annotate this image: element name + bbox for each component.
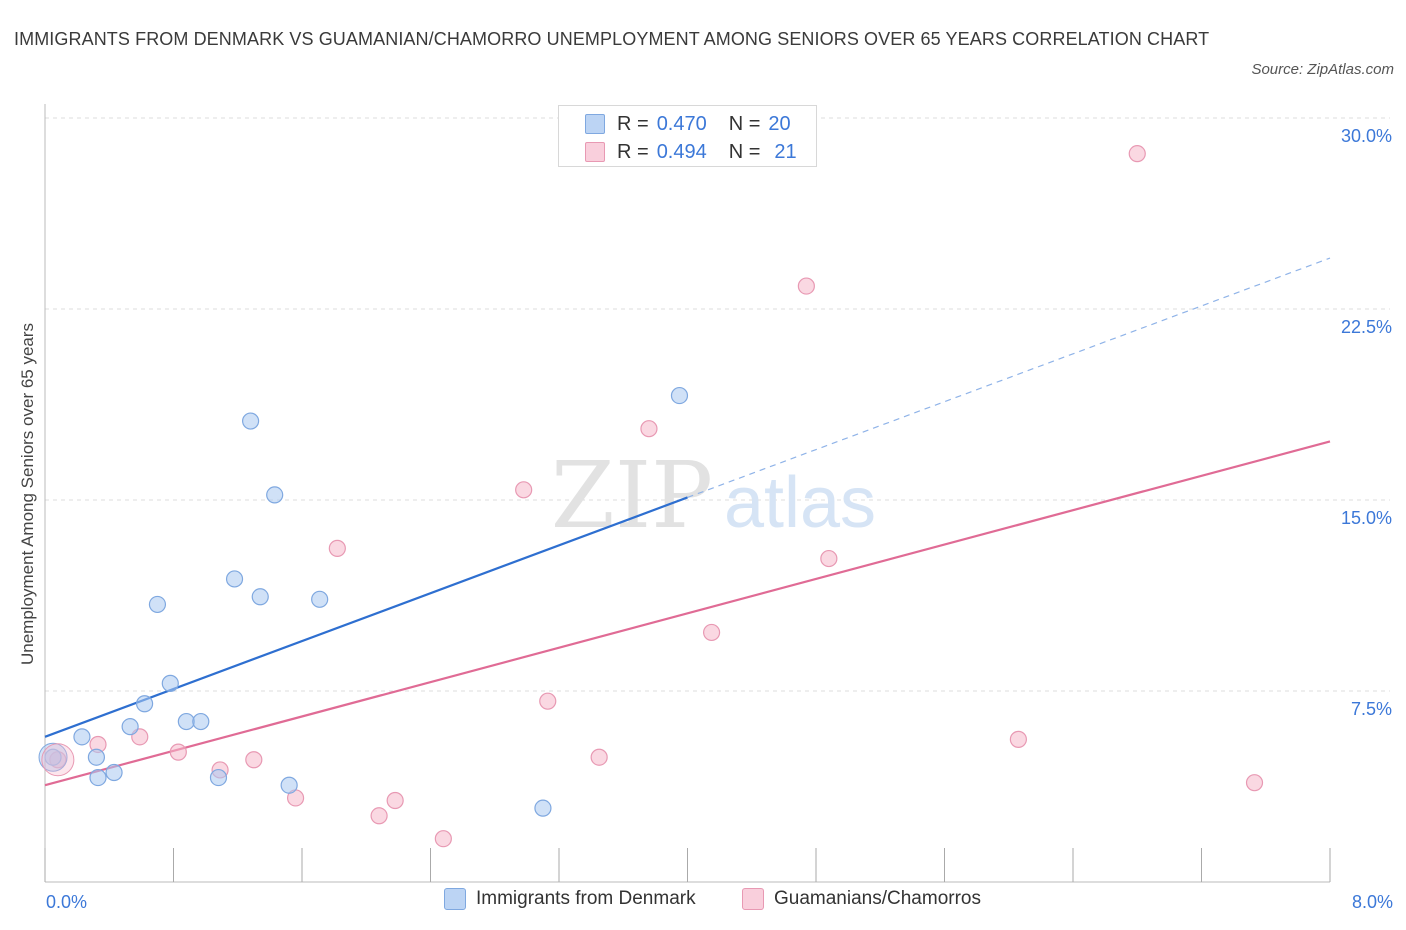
data-point-guamanian [820, 549, 838, 568]
correlation-legend: R = 0.470 N = 20 R = 0.494 N = 21 [558, 105, 817, 167]
legend-r-label: R = [617, 140, 649, 163]
data-point-guamanian [515, 481, 533, 499]
data-point-denmark [135, 695, 154, 713]
legend-item-guamanian[interactable]: Guamanians/Chamorros [742, 888, 981, 910]
data-point-guamanian [1128, 145, 1146, 163]
data-point-guamanian [328, 539, 346, 557]
data-point-guamanian [370, 807, 388, 825]
data-points [38, 145, 1264, 848]
legend-r-value: 0.470 [656, 112, 707, 135]
data-point-denmark [225, 570, 244, 588]
trend-line-guamanian [44, 440, 1331, 787]
data-point-denmark [192, 712, 210, 731]
legend-label-denmark: Immigrants from Denmark [476, 888, 696, 909]
chart-title: IMMIGRANTS FROM DENMARK VS GUAMANIAN/CHA… [14, 29, 1210, 49]
data-point-denmark [534, 799, 552, 817]
data-point-denmark [73, 728, 91, 746]
data-point-guamanian [1009, 730, 1027, 748]
data-point-guamanian [539, 692, 557, 710]
watermark: ZIP atlas [551, 442, 876, 549]
data-point-denmark [280, 776, 298, 794]
data-point-denmark [89, 768, 107, 787]
legend-r-label: R = [617, 112, 649, 135]
data-point-denmark [105, 763, 123, 782]
data-point-denmark [209, 768, 228, 787]
data-point-denmark [670, 386, 689, 405]
watermark-zip: ZIP [551, 442, 713, 549]
y-tick-label: 22.5% [1341, 317, 1392, 337]
data-point-denmark [177, 712, 195, 731]
trend-line-denmark [44, 496, 688, 738]
data-point-cluster [41, 743, 75, 777]
data-point-guamanian [1245, 774, 1264, 792]
data-point-denmark [121, 718, 139, 736]
legend-item-denmark[interactable]: Immigrants from Denmark [444, 888, 696, 910]
series-legend: Immigrants from Denmark Guamanians/Chamo… [0, 888, 1406, 916]
data-point-denmark [148, 595, 167, 614]
legend-row-guamanian: R = 0.494 N = 21 [585, 138, 797, 166]
axes [44, 104, 1331, 883]
legend-n-label: N = [728, 112, 761, 135]
watermark-atlas: atlas [724, 463, 876, 543]
x-tick-label: 0.0% [46, 892, 87, 912]
legend-n-value: 21 [774, 140, 797, 163]
data-point-denmark [266, 486, 284, 504]
y-tick-label: 30.0% [1341, 126, 1392, 146]
legend-n-label: N = [728, 140, 761, 163]
data-point-cluster [38, 742, 68, 772]
legend-swatch-pink [742, 888, 764, 910]
tick-labels: 7.5% 15.0% 22.5% 30.0% 0.0% 8.0% [46, 126, 1393, 912]
data-point-denmark [161, 674, 179, 692]
legend-n-value: 20 [768, 112, 791, 135]
data-point-denmark [251, 588, 269, 606]
data-point-guamanian [245, 751, 263, 769]
x-tick-label: 8.0% [1352, 892, 1393, 912]
legend-swatch-pink [585, 142, 605, 162]
data-point-guamanian [590, 748, 608, 766]
data-point-guamanian [797, 277, 815, 295]
data-point-denmark [242, 412, 260, 430]
y-tick-label: 15.0% [1341, 508, 1392, 528]
legend-label-guamanian: Guamanians/Chamorros [774, 888, 981, 909]
legend-r-value: 0.494 [656, 140, 707, 163]
data-point-guamanian [169, 743, 187, 761]
y-tick-label: 7.5% [1351, 699, 1392, 719]
source-label: Source: ZipAtlas.com [1251, 61, 1394, 78]
data-point-denmark [311, 590, 329, 608]
legend-swatch-blue [444, 888, 466, 910]
trend-line-denmark-extension [687, 257, 1331, 499]
legend-row-denmark: R = 0.470 N = 20 [585, 110, 791, 138]
trend-lines [44, 257, 1331, 787]
data-point-guamanian [640, 420, 658, 438]
data-point-guamanian [386, 791, 404, 810]
data-point-denmark [87, 748, 106, 766]
data-point-guamanian [702, 623, 721, 642]
data-point-guamanian [434, 830, 452, 848]
legend-swatch-blue [585, 114, 605, 134]
